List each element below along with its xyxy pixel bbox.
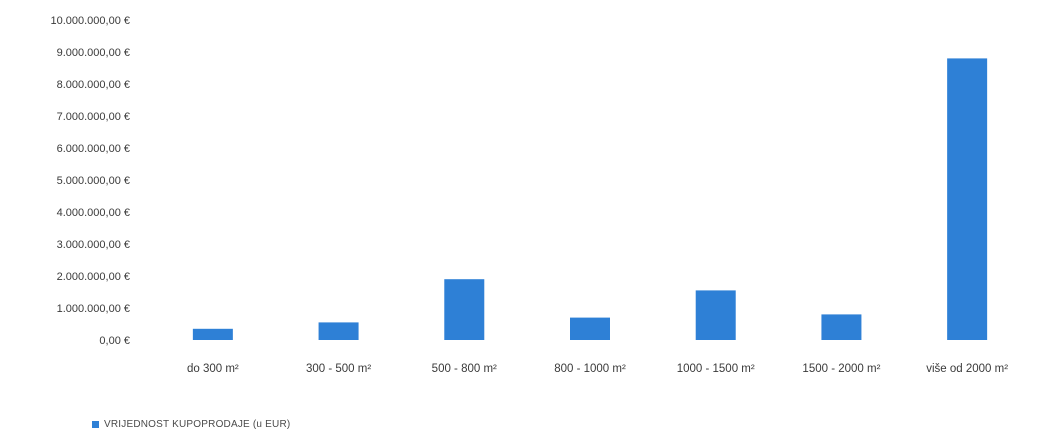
y-tick-label: 6.000.000,00 € [57, 143, 130, 155]
x-tick-label: 1000 - 1500 m² [677, 363, 755, 375]
y-tick-label: 9.000.000,00 € [57, 47, 130, 59]
x-tick-label: više od 2000 m² [926, 363, 1008, 375]
legend-label: VRIJEDNOST KUPOPRODAJE (u EUR) [104, 419, 291, 430]
y-tick-label: 2.000.000,00 € [57, 271, 130, 283]
y-tick-label: 3.000.000,00 € [57, 239, 130, 251]
x-tick-label: do 300 m² [187, 363, 239, 375]
legend: VRIJEDNOST KUPOPRODAJE (u EUR) [92, 419, 290, 430]
x-tick-label: 500 - 800 m² [432, 363, 497, 375]
bar [444, 279, 485, 340]
y-axis: 0,00 € 1.000.000,00 € 2.000.000,00 € 3.000.… [50, 15, 130, 347]
y-tick-label: 8.000.000,00 € [57, 79, 130, 91]
y-tick-label: 1.000.000,00 € [57, 303, 130, 315]
y-tick-label: 0,00 € [99, 335, 130, 347]
x-axis: do 300 m² 300 - 500 m² 500 - 800 m² 800 - 1… [187, 363, 1008, 375]
y-tick-label: 5.000.000,00 € [57, 175, 130, 187]
bar [821, 314, 862, 340]
x-tick-label: 300 - 500 m² [306, 363, 371, 375]
bar [695, 290, 736, 340]
y-tick-label: 4.000.000,00 € [57, 207, 130, 219]
x-tick-label: 1500 - 2000 m² [802, 363, 880, 375]
y-tick-label: 10.000.000,00 € [50, 15, 130, 27]
bar [192, 328, 233, 340]
y-tick-label: 7.000.000,00 € [57, 111, 130, 123]
legend-swatch [92, 421, 99, 428]
bar [318, 322, 359, 340]
bar [947, 58, 988, 341]
bars [192, 58, 988, 341]
bar [570, 317, 610, 340]
x-tick-label: 800 - 1000 m² [554, 363, 626, 375]
